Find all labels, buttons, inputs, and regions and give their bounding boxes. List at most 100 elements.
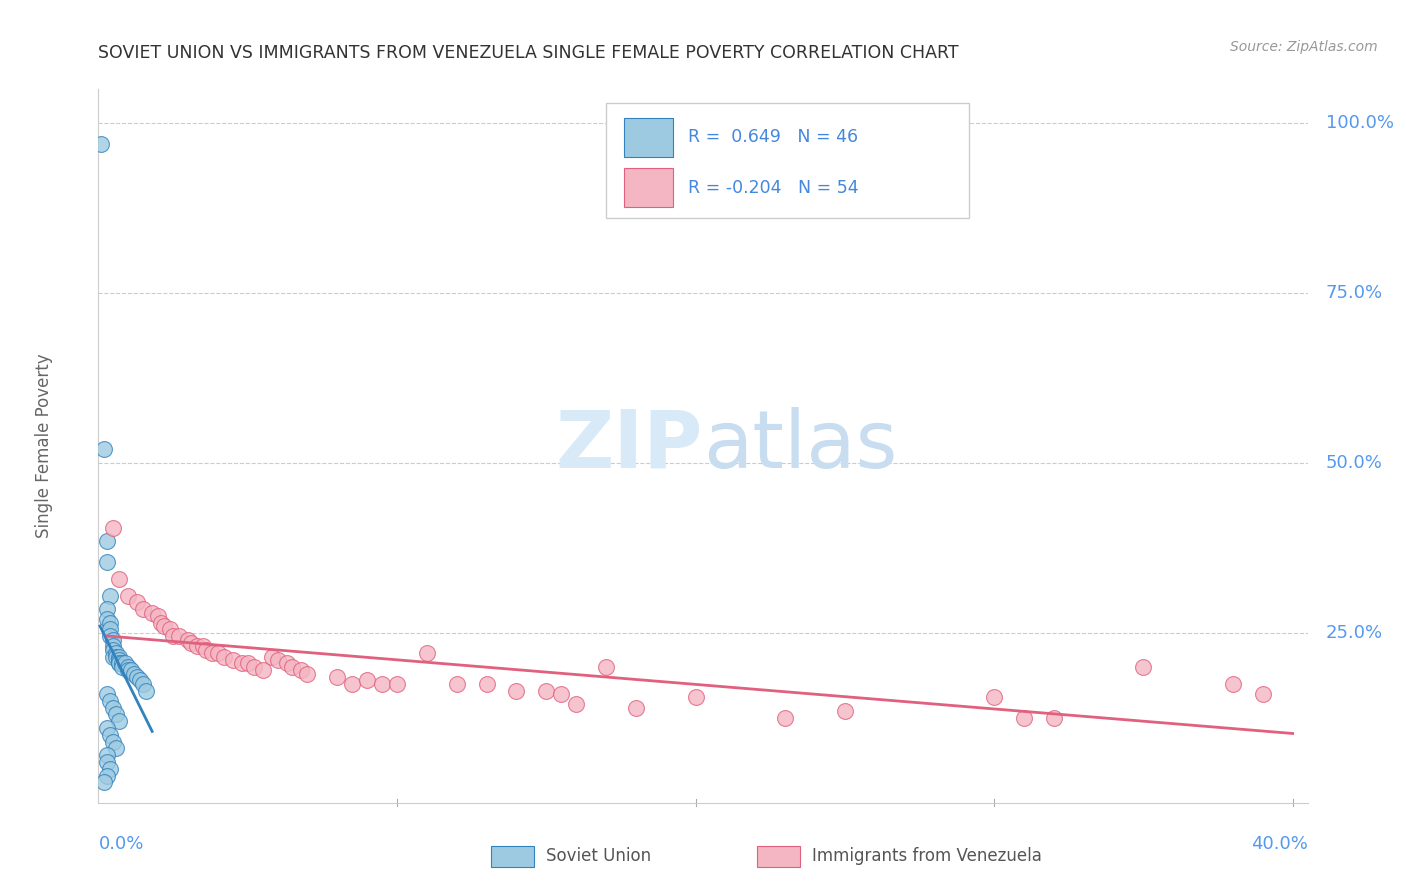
- Point: [105, 649, 128, 664]
- Point: [1043, 711, 1066, 725]
- Point: [90, 136, 112, 151]
- Text: Source: ZipAtlas.com: Source: ZipAtlas.com: [1230, 39, 1378, 54]
- Text: R =  0.649   N = 46: R = 0.649 N = 46: [689, 128, 859, 146]
- Point: [159, 623, 181, 637]
- Point: [236, 657, 259, 671]
- Text: 25.0%: 25.0%: [1326, 624, 1384, 642]
- Point: [242, 660, 264, 674]
- FancyBboxPatch shape: [758, 846, 800, 867]
- Point: [290, 663, 312, 677]
- Point: [98, 623, 121, 637]
- Point: [105, 646, 128, 660]
- Point: [96, 721, 118, 735]
- Point: [108, 657, 131, 671]
- Point: [96, 687, 118, 701]
- Point: [122, 666, 145, 681]
- Point: [162, 629, 184, 643]
- Point: [1012, 711, 1035, 725]
- Point: [127, 595, 149, 609]
- Point: [120, 663, 142, 677]
- Point: [105, 707, 128, 722]
- Point: [146, 608, 169, 623]
- Point: [385, 677, 408, 691]
- Point: [371, 677, 394, 691]
- Point: [117, 589, 139, 603]
- Text: 50.0%: 50.0%: [1326, 454, 1382, 472]
- FancyBboxPatch shape: [492, 846, 534, 867]
- Point: [117, 663, 139, 677]
- Point: [212, 649, 235, 664]
- Point: [96, 555, 118, 569]
- Point: [103, 520, 125, 534]
- Point: [446, 677, 468, 691]
- Text: Immigrants from Venezuela: Immigrants from Venezuela: [811, 847, 1042, 865]
- FancyBboxPatch shape: [624, 168, 672, 207]
- Point: [177, 632, 200, 647]
- Point: [276, 657, 298, 671]
- Point: [624, 700, 647, 714]
- Point: [550, 687, 572, 701]
- Point: [93, 775, 115, 789]
- Text: Soviet Union: Soviet Union: [546, 847, 651, 865]
- Point: [103, 649, 125, 664]
- Text: 100.0%: 100.0%: [1326, 114, 1393, 132]
- Text: SOVIET UNION VS IMMIGRANTS FROM VENEZUELA SINGLE FEMALE POVERTY CORRELATION CHAR: SOVIET UNION VS IMMIGRANTS FROM VENEZUEL…: [98, 45, 959, 62]
- Point: [129, 673, 152, 688]
- Point: [266, 653, 288, 667]
- Point: [565, 698, 588, 712]
- Point: [180, 636, 202, 650]
- Point: [96, 755, 118, 769]
- Point: [111, 660, 134, 674]
- Point: [117, 660, 139, 674]
- Point: [103, 734, 125, 748]
- Point: [98, 629, 121, 643]
- Point: [98, 728, 121, 742]
- Point: [111, 657, 134, 671]
- Point: [98, 762, 121, 776]
- Point: [595, 660, 617, 674]
- Point: [114, 657, 136, 671]
- Text: 75.0%: 75.0%: [1326, 284, 1384, 302]
- Point: [773, 711, 796, 725]
- Point: [475, 677, 498, 691]
- Point: [1251, 687, 1274, 701]
- Point: [260, 649, 283, 664]
- Point: [231, 657, 253, 671]
- Point: [1132, 660, 1154, 674]
- Point: [105, 741, 128, 756]
- FancyBboxPatch shape: [606, 103, 969, 218]
- Point: [93, 442, 115, 457]
- Point: [98, 694, 121, 708]
- Point: [127, 670, 149, 684]
- Point: [252, 663, 274, 677]
- Text: 0.0%: 0.0%: [98, 835, 143, 853]
- Point: [98, 615, 121, 630]
- Point: [536, 683, 558, 698]
- Point: [108, 649, 131, 664]
- Point: [132, 677, 155, 691]
- Point: [132, 602, 155, 616]
- Point: [167, 629, 190, 643]
- Text: Single Female Poverty: Single Female Poverty: [35, 354, 53, 538]
- Point: [186, 640, 208, 654]
- Point: [96, 748, 118, 763]
- Point: [141, 606, 163, 620]
- Point: [96, 602, 118, 616]
- Point: [207, 646, 229, 660]
- Point: [505, 683, 527, 698]
- Point: [98, 589, 121, 603]
- Point: [201, 646, 224, 660]
- Point: [96, 534, 118, 549]
- Point: [983, 690, 1005, 705]
- Point: [194, 643, 217, 657]
- Point: [685, 690, 707, 705]
- Point: [108, 653, 131, 667]
- Point: [108, 572, 131, 586]
- Point: [103, 640, 125, 654]
- Point: [340, 677, 363, 691]
- Point: [834, 704, 856, 718]
- Point: [326, 670, 349, 684]
- Text: 40.0%: 40.0%: [1251, 835, 1308, 853]
- Point: [150, 615, 173, 630]
- Point: [108, 653, 131, 667]
